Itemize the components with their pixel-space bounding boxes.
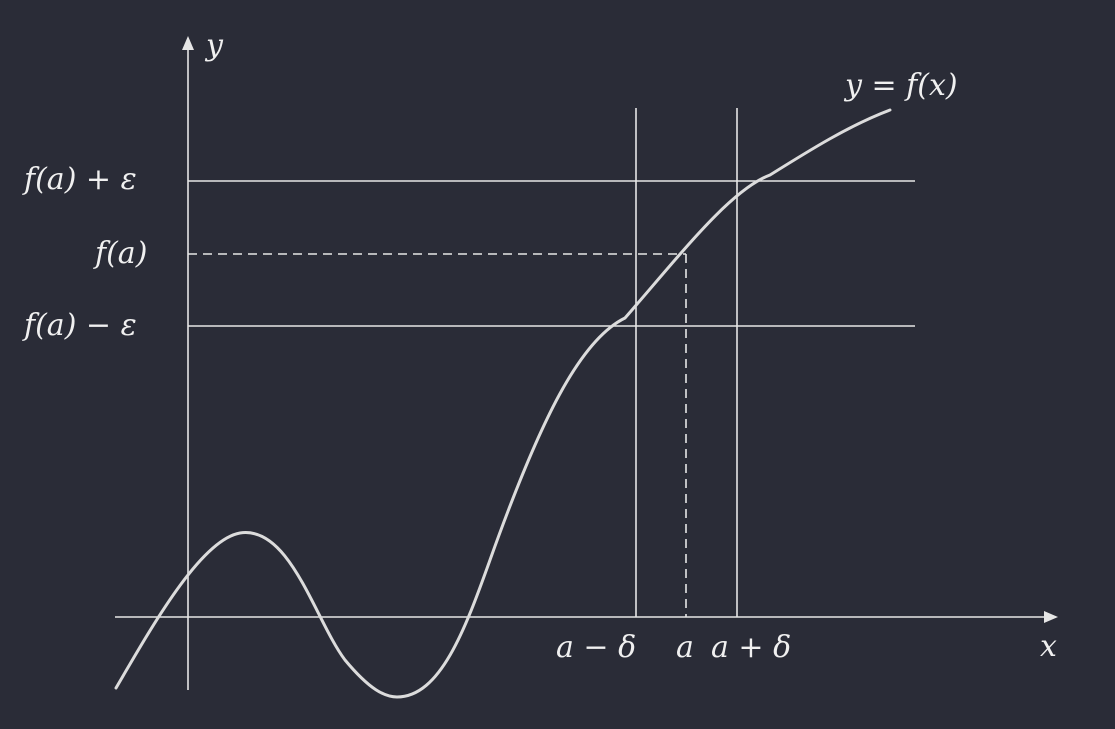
fa-label: f(a) [95, 236, 148, 271]
y-axis-label: y [206, 28, 223, 63]
function-curve [114, 108, 892, 699]
x-axis-label: x [1040, 629, 1057, 664]
curve-label: y = f(x) [845, 68, 958, 103]
upper-epsilon-label: f(a) + ε [24, 162, 137, 197]
a-label: a [676, 630, 694, 665]
a-minus-delta-label: a − δ [556, 630, 637, 665]
a-plus-delta-label: a + δ [711, 630, 792, 665]
lower-epsilon-label: f(a) − ε [24, 308, 137, 343]
